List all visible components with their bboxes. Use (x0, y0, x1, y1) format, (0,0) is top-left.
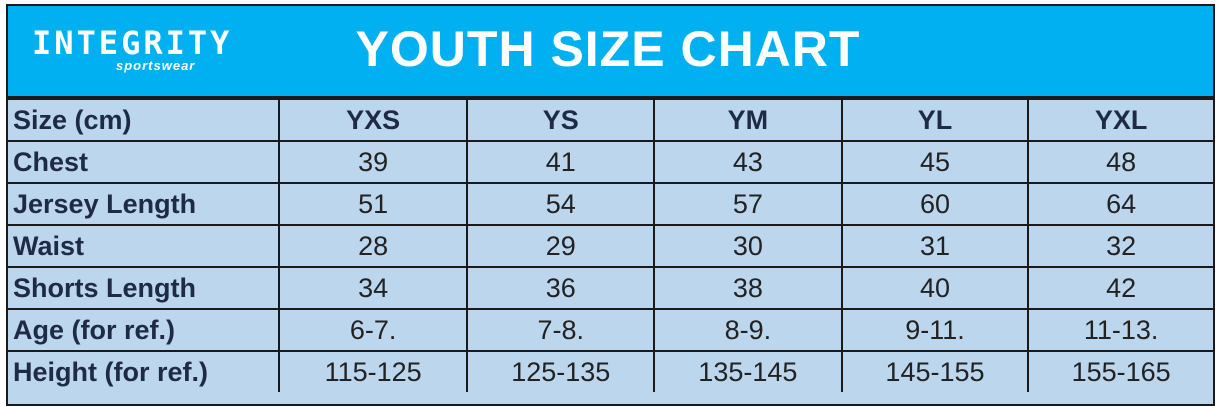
cell: 135-145 (653, 350, 843, 392)
cell: YL (840, 98, 1030, 142)
cell: 115-125 (277, 350, 469, 392)
cell: 6-7. (277, 308, 469, 352)
cell: 40 (840, 266, 1030, 310)
table-row: Chest 39 41 43 45 48 (8, 140, 1213, 184)
row-label: Size (cm) (8, 98, 280, 142)
cell: 29 (466, 224, 656, 268)
cell: 28 (277, 224, 469, 268)
cell: YM (653, 98, 843, 142)
cell: 7-8. (466, 308, 656, 352)
table-row: Age (for ref.) 6-7. 7-8. 8-9. 9-11. 11-13. (8, 308, 1213, 352)
row-label: Shorts Length (8, 266, 280, 310)
cell: 8-9. (653, 308, 843, 352)
cell: 39 (277, 140, 469, 184)
cell: 42 (1027, 266, 1213, 310)
cell: 60 (840, 182, 1030, 226)
row-label: Age (for ref.) (8, 308, 280, 352)
cell: 11-13. (1027, 308, 1213, 352)
cell: 36 (466, 266, 656, 310)
table-row: Waist 28 29 30 31 32 (8, 224, 1213, 268)
cell: 31 (840, 224, 1030, 268)
cell: YS (466, 98, 656, 142)
cell: 48 (1027, 140, 1213, 184)
table-row: Jersey Length 51 54 57 60 64 (8, 182, 1213, 226)
logo: INTEGRITY (32, 24, 233, 62)
row-label: Jersey Length (8, 182, 280, 226)
cell: 30 (653, 224, 843, 268)
cell: 45 (840, 140, 1030, 184)
cell: YXS (277, 98, 469, 142)
cell: 9-11. (840, 308, 1030, 352)
cell: YXL (1027, 98, 1213, 142)
row-label: Chest (8, 140, 280, 184)
row-label: Waist (8, 224, 280, 268)
cell: 41 (466, 140, 656, 184)
cell: 57 (653, 182, 843, 226)
cell: 43 (653, 140, 843, 184)
size-table: Size (cm) YXS YS YM YL YXL Chest 39 41 43 45 48 Jers… (8, 98, 1213, 392)
cell: 125-135 (466, 350, 656, 392)
cell: 145-155 (840, 350, 1030, 392)
title: YOUTH SIZE CHART (355, 21, 861, 77)
table-row: Height (for ref.) 115-125 125-135 135-145 14… (8, 350, 1213, 392)
cell: 32 (1027, 224, 1213, 268)
cell: 64 (1027, 182, 1213, 226)
size-chart: INTEGRITY sportswear YOUTH SIZE CHART Si… (6, 4, 1215, 406)
row-label: Height (for ref.) (8, 350, 280, 392)
cell: 54 (466, 182, 656, 226)
table-row: Shorts Length 34 36 38 40 42 (8, 266, 1213, 310)
cell: 51 (277, 182, 469, 226)
cell: 155-165 (1027, 350, 1213, 392)
table-row: Size (cm) YXS YS YM YL YXL (8, 98, 1213, 142)
cell: 38 (653, 266, 843, 310)
cell: 34 (277, 266, 469, 310)
header-band: INTEGRITY sportswear YOUTH SIZE CHART (8, 6, 1213, 98)
logo-subtitle: sportswear (116, 58, 196, 73)
